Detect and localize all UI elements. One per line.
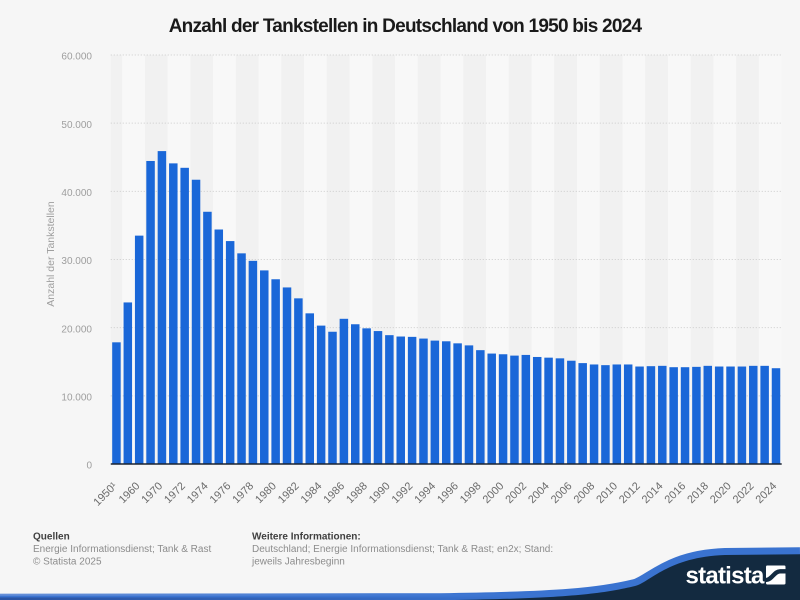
- svg-text:© Statista 2025: © Statista 2025: [33, 557, 102, 568]
- svg-text:jeweils Jahresbeginn: jeweils Jahresbeginn: [251, 557, 345, 568]
- svg-text:40.000: 40.000: [61, 188, 92, 199]
- svg-text:Deutschland; Energie Informati: Deutschland; Energie Informationsdienst;…: [252, 544, 553, 555]
- svg-text:0: 0: [86, 461, 92, 472]
- svg-text:Anzahl der Tankstellen: Anzahl der Tankstellen: [45, 201, 57, 307]
- svg-text:statista: statista: [686, 563, 765, 590]
- svg-text:Quellen: Quellen: [33, 532, 70, 543]
- svg-text:Energie Informationsdienst; Ta: Energie Informationsdienst; Tank & Rast: [33, 544, 211, 555]
- svg-text:Anzahl der Tankstellen in Deut: Anzahl der Tankstellen in Deutschland vo…: [169, 16, 643, 37]
- svg-text:60.000: 60.000: [61, 52, 92, 63]
- svg-text:20.000: 20.000: [61, 324, 92, 335]
- svg-text:50.000: 50.000: [61, 120, 92, 131]
- svg-text:10.000: 10.000: [61, 393, 92, 404]
- svg-text:30.000: 30.000: [61, 256, 92, 267]
- svg-text:Weitere Informationen:: Weitere Informationen:: [252, 532, 361, 543]
